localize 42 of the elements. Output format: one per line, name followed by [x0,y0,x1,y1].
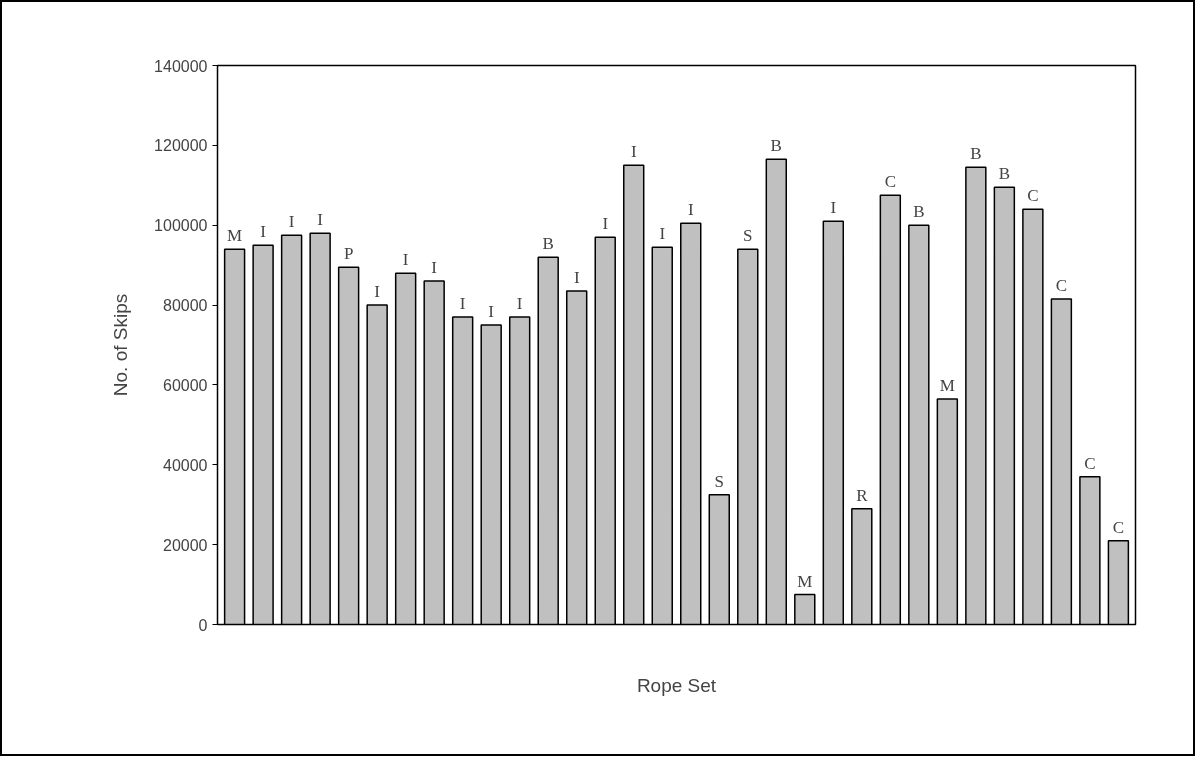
data-label: I [488,302,495,322]
data-label: C [1027,186,1039,206]
data-label: I [459,294,466,314]
y-tick-label: 80000 [163,297,208,315]
data-label: I [602,214,609,234]
data-label: I [431,258,438,278]
y-tick-label: 120000 [154,137,208,155]
data-label: B [998,164,1011,184]
y-tick-label: 60000 [163,376,208,394]
data-label: M [227,226,243,246]
data-label: M [797,571,813,591]
data-label: P [343,244,354,264]
data-label: I [288,212,295,232]
data-label: C [1112,517,1125,537]
y-tick-label: 20000 [163,536,208,554]
y-tick-label: 140000 [154,57,208,75]
data-label: C [1084,453,1096,473]
data-label: I [374,282,381,302]
data-label: S [743,226,753,246]
data-label: I [402,250,409,270]
data-label: B [913,202,925,222]
data-label: B [542,234,554,254]
data-label: B [970,144,982,164]
data-label: I [573,268,580,288]
y-axis-title: No. of Skips [110,293,132,397]
data-label: I [516,294,523,314]
y-tick-label: 0 [198,616,208,634]
data-label: S [714,471,725,491]
data-label: C [884,172,896,192]
data-label: M [939,375,955,395]
data-label: R [856,485,869,505]
data-label: I [659,224,666,244]
y-tick-label: 100000 [154,217,208,235]
y-tick-label: 40000 [163,456,208,474]
data-label: B [770,136,782,156]
data-label: I [630,142,637,162]
data-label: C [1055,276,1068,296]
data-label: I [260,222,267,242]
data-label: I [687,200,694,220]
x-axis-title: Rope Set [636,674,717,696]
data-label: I [830,198,837,218]
data-label: I [317,210,324,230]
